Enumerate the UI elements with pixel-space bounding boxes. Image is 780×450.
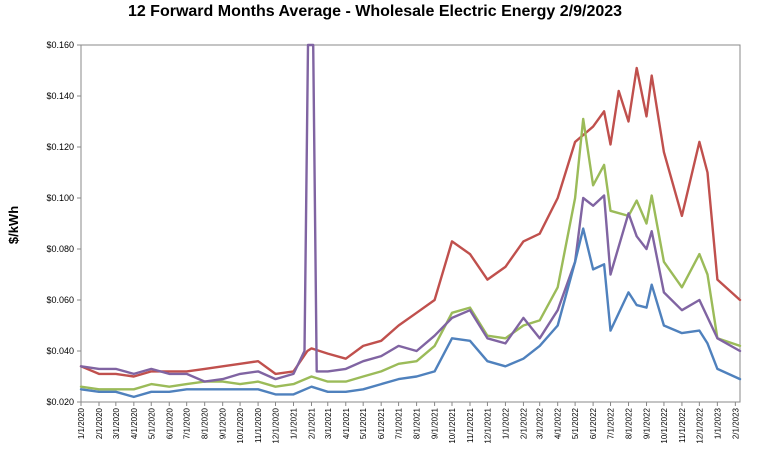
x-tick-label: 8/1/2021: [413, 407, 422, 439]
x-tick-label: 4/1/2020: [130, 407, 139, 439]
y-tick-label: $0.120: [46, 142, 74, 152]
y-tick-label: $0.160: [46, 40, 74, 50]
x-tick-label: 2/1/2022: [519, 407, 528, 439]
y-axis-label: $/kWh: [6, 206, 21, 244]
y-tick-label: $0.080: [46, 244, 74, 254]
y-tick-label: $0.100: [46, 193, 74, 203]
x-tick-label: 9/1/2020: [219, 407, 228, 439]
x-tick-label: 7/1/2020: [183, 407, 192, 439]
y-tick-label: $0.060: [46, 295, 74, 305]
series-lines: [79, 43, 742, 399]
x-tick-label: 3/1/2021: [324, 407, 333, 439]
x-tick-label: 1/1/2021: [290, 407, 299, 439]
x-tick-label: 4/1/2022: [554, 407, 563, 439]
x-tick-label: 10/1/2020: [236, 407, 245, 443]
x-tick-label: 12/1/2021: [483, 407, 492, 443]
x-tick-label: 1/1/2020: [77, 407, 86, 439]
series-line-4: [79, 227, 742, 399]
x-tick-label: 8/1/2022: [625, 407, 634, 439]
chart-title: 12 Forward Months Average - Wholesale El…: [128, 3, 622, 20]
y-tick-label: $0.040: [46, 346, 74, 356]
x-tick-label: 7/1/2021: [395, 407, 404, 439]
x-tick-label: 11/1/2022: [678, 407, 687, 443]
x-tick-label: 9/1/2021: [431, 407, 440, 439]
x-tick-label: 1/1/2023: [713, 407, 722, 439]
x-tick-label: 10/1/2022: [660, 407, 669, 443]
x-tick-label: 11/1/2021: [466, 407, 475, 443]
x-tick-label: 3/1/2022: [536, 407, 545, 439]
series-line-1: [79, 66, 742, 378]
x-tick-label: 6/1/2021: [377, 407, 386, 439]
x-tick-label: 6/1/2022: [589, 407, 598, 439]
x-tick-label: 6/1/2020: [165, 407, 174, 439]
x-tick-label: 1/1/2022: [501, 407, 510, 439]
y-tick-label: $0.020: [46, 397, 74, 407]
x-tick-label: 5/1/2020: [147, 407, 156, 439]
y-tick-label: $0.140: [46, 91, 74, 101]
x-tick-label: 2/1/2020: [95, 407, 104, 439]
x-tick-label: 11/1/2020: [254, 407, 263, 443]
x-tick-label: 2/1/2023: [731, 407, 740, 439]
x-axis-ticks: 1/1/2020 2/1/2020 3/1/2020 4/1/2020 5/1/2020…: [77, 402, 740, 444]
x-tick-label: 4/1/2021: [342, 407, 351, 439]
x-tick-label: 2/1/2021: [308, 407, 317, 439]
x-tick-label: 5/1/2022: [571, 407, 580, 439]
x-tick-label: 9/1/2022: [643, 407, 652, 439]
x-tick-label: 12/1/2020: [272, 407, 281, 443]
x-tick-label: 10/1/2021: [448, 407, 457, 443]
x-tick-label: 7/1/2022: [607, 407, 616, 439]
series-line-3: [79, 43, 742, 383]
y-axis-ticks: $0.020 $0.040 $0.060 $0.080 $0.100 $0.120 $0.1…: [46, 40, 81, 407]
x-tick-label: 5/1/2021: [359, 407, 368, 439]
x-tick-label: 8/1/2020: [201, 407, 210, 439]
x-tick-label: 12/1/2022: [695, 407, 704, 443]
x-tick-label: 3/1/2020: [112, 407, 121, 439]
